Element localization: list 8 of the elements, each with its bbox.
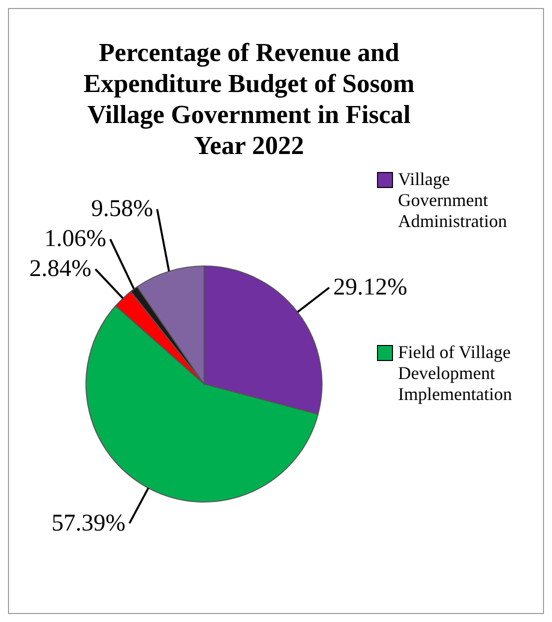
data-label: 57.39% — [51, 510, 126, 536]
chart-title: Percentage of Revenue and Expenditure Budget of Sosom Village Government in Fiscal Year 2022 — [82, 37, 416, 161]
data-label: 9.58% — [91, 196, 154, 222]
data-label: 1.06% — [44, 226, 106, 252]
data-label: 2.84% — [29, 256, 92, 282]
legend-label: Village Government Administration — [398, 169, 508, 232]
legend-label: Field of Village Development Implementation — [398, 342, 513, 405]
data-label: 29.12% — [333, 274, 408, 301]
